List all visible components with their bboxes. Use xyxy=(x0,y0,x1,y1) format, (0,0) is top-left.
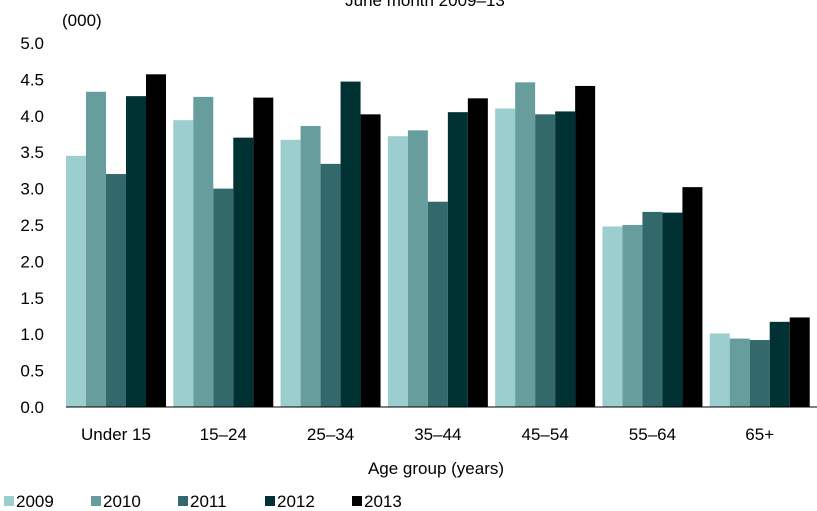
bar-2009-2 xyxy=(173,120,194,407)
bar-2012-7 xyxy=(769,321,790,407)
y-tick-label: 0.5 xyxy=(20,362,44,381)
legend-swatch-2011 xyxy=(178,496,188,506)
bar-2011-5 xyxy=(535,114,556,408)
legend-label-2012: 2012 xyxy=(277,492,315,511)
legend-label-2009: 2009 xyxy=(16,492,54,511)
y-tick-label: 3.0 xyxy=(20,180,44,199)
legend-label-2010: 2010 xyxy=(103,492,141,511)
legend-swatch-2012 xyxy=(265,496,275,506)
bars xyxy=(66,74,810,408)
bar-2010-2 xyxy=(193,96,214,407)
y-tick-label: 2.5 xyxy=(20,216,44,235)
bar-2009-3 xyxy=(280,139,301,407)
bar-2013-5 xyxy=(575,85,596,408)
x-tick-label: 65+ xyxy=(745,425,774,444)
bar-2013-2 xyxy=(253,97,274,407)
legend-swatch-2009 xyxy=(4,496,14,506)
x-tick-label: 25–34 xyxy=(307,425,354,444)
x-tick-label: 15–24 xyxy=(200,425,247,444)
bar-2013-1 xyxy=(146,74,166,407)
bar-2010-1 xyxy=(86,91,106,407)
y-tick-label: 0.0 xyxy=(20,398,44,417)
x-axis-ticks: Under 15 15–24 25–34 35–44 45–54 55–64 65+ xyxy=(81,425,774,444)
bar-2010-7 xyxy=(729,338,750,407)
y-tick-label: 5.0 xyxy=(20,34,44,53)
y-tick-label: 4.0 xyxy=(20,107,44,126)
legend-swatch-2013 xyxy=(352,496,362,506)
bar-2012-1 xyxy=(126,96,146,408)
bar-2013-6 xyxy=(682,187,703,407)
bar-2009-1 xyxy=(66,155,86,407)
x-tick-label: Under 15 xyxy=(81,425,151,444)
bar-2012-4 xyxy=(447,112,468,407)
bar-2012-3 xyxy=(340,81,361,408)
bar-2011-6 xyxy=(642,211,663,407)
bar-2010-5 xyxy=(515,82,536,407)
bar-2011-1 xyxy=(106,174,126,407)
bar-2010-3 xyxy=(300,125,321,407)
bar-2013-7 xyxy=(789,317,810,407)
y-tick-label: 1.0 xyxy=(20,325,44,344)
legend-swatch-2010 xyxy=(91,496,101,506)
y-tick-label: 4.5 xyxy=(20,70,44,89)
x-tick-label: 55–64 xyxy=(629,425,676,444)
y-axis-ticks: 0.0 0.5 1.0 1.5 2.0 2.5 3.0 3.5 4.0 4.5 5.0 xyxy=(20,34,44,417)
x-tick-label: 45–54 xyxy=(522,425,569,444)
bar-2011-7 xyxy=(749,340,770,407)
bar-2012-5 xyxy=(555,111,576,407)
y-tick-label: 2.0 xyxy=(20,252,44,271)
chart-title: June month 2009–13 xyxy=(345,0,505,10)
y-tick-label: 3.5 xyxy=(20,143,44,162)
bar-2013-3 xyxy=(360,114,381,408)
legend-label-2011: 2011 xyxy=(190,492,227,511)
x-axis-label: Age group (years) xyxy=(368,459,504,478)
bar-2011-3 xyxy=(320,163,341,407)
bar-2011-2 xyxy=(213,188,234,407)
y-unit-label: (000) xyxy=(62,11,102,30)
y-tick-label: 1.5 xyxy=(20,289,44,308)
bar-2009-6 xyxy=(602,226,623,407)
bar-2012-2 xyxy=(233,137,254,407)
bar-2010-6 xyxy=(622,225,643,407)
bar-2009-4 xyxy=(387,136,408,407)
legend: 2009 2010 2011 2012 2013 xyxy=(4,492,402,511)
x-tick-label: 35–44 xyxy=(414,425,461,444)
bar-2011-4 xyxy=(427,201,448,407)
bar-2009-7 xyxy=(709,333,730,407)
bar-2009-5 xyxy=(495,108,516,408)
bar-2010-4 xyxy=(407,130,428,408)
legend-label-2013: 2013 xyxy=(364,492,402,511)
bar-2012-6 xyxy=(662,212,683,407)
bar-2013-4 xyxy=(467,98,488,407)
